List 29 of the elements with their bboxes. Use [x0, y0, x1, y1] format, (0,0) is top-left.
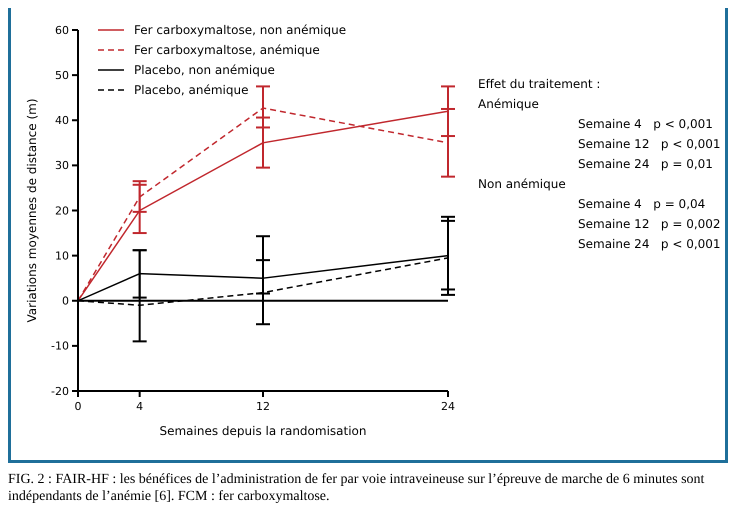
- caption: FIG. 2 : FAIR-HF : les bénéfices de l’administration de fer par voie intraveineuse sur l’épreuve de marche de 6 minutes sont indépendants de l’anémie [6]. FCM : fer carboxymaltose.: [8, 471, 706, 505]
- x-tick-label: 4: [136, 400, 144, 413]
- y-tick-label: 50: [55, 68, 69, 82]
- y-tick-label: 20: [55, 204, 69, 218]
- x-axis-title: Semaines depuis la randomisation: [159, 424, 367, 438]
- text: Anémique: [478, 97, 539, 111]
- y-tick-label: -20: [51, 384, 69, 398]
- y-axis-title: Variations moyennes de distance (m): [25, 98, 39, 323]
- legend-label: Placebo, non anémique: [134, 63, 275, 78]
- text: Semaine 12 p = 0,002: [578, 217, 721, 231]
- text: Effet du traitement :: [478, 77, 600, 91]
- y-tick-label: 40: [55, 114, 69, 128]
- text: Semaine 4 p < 0,001: [578, 117, 713, 131]
- text: Semaine 4 p = 0,04: [578, 197, 706, 211]
- x-tick-label: 0: [74, 400, 82, 413]
- x-tick-label: 12: [256, 400, 270, 413]
- text: Semaine 24 p < 0,001: [578, 237, 721, 251]
- y-tick-label: 60: [55, 24, 69, 37]
- text: Semaine 24 p = 0,01: [578, 157, 713, 171]
- y-tick-label: 30: [55, 159, 69, 172]
- legend-label: Fer carboxymaltose, non anémique: [134, 23, 346, 38]
- y-tick-label: 0: [62, 294, 69, 308]
- text: Non anémique: [478, 177, 566, 191]
- text: Semaine 12 p < 0,001: [578, 137, 721, 151]
- y-tick-label: -10: [51, 340, 69, 353]
- x-tick-label: 24: [441, 400, 455, 413]
- legend-label: Placebo, anémique: [134, 83, 248, 98]
- legend-label: Fer carboxymaltose, anémique: [134, 43, 320, 58]
- y-tick-label: 10: [55, 249, 69, 262]
